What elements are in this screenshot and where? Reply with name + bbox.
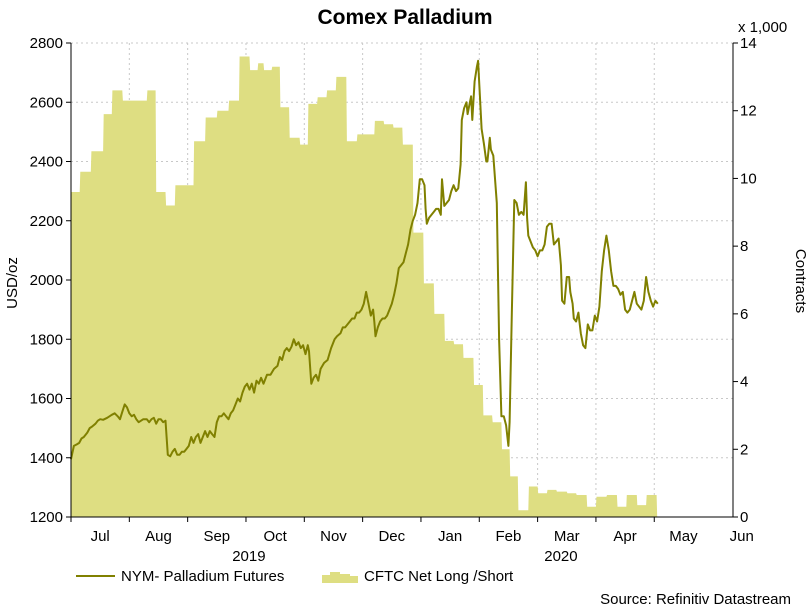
y2-tick-label: 2 — [740, 441, 748, 458]
legend: NYM- Palladium Futures CFTC Net Long /Sh… — [76, 568, 514, 585]
tick-labels: 1200 1400 1600 1800 2000 2200 2400 2600 2800 0 2 4 6… — [30, 35, 757, 565]
y-tick-label: 2400 — [30, 154, 63, 171]
y2-axis-label: Contracts — [792, 249, 809, 313]
x-month-label: Oct — [263, 528, 287, 545]
x-month-label: Dec — [378, 528, 405, 545]
x-month-label: Jun — [730, 528, 754, 545]
x-year-label: 2019 — [232, 548, 265, 565]
x-month-label: Mar — [554, 528, 580, 545]
axes — [66, 42, 738, 522]
x-month-label: Jul — [91, 528, 110, 545]
y2-multiplier: x 1,000 — [738, 19, 787, 36]
y2-tick-label: 10 — [740, 170, 757, 187]
y-tick-label: 2800 — [30, 35, 63, 52]
x-month-label: Apr — [613, 528, 636, 545]
line-series-group — [70, 59, 659, 460]
area-series-group — [71, 56, 658, 517]
y-tick-label: 1800 — [30, 331, 63, 348]
y-tick-label: 2000 — [30, 272, 63, 289]
x-month-label: Sep — [203, 528, 230, 545]
x-month-label: Nov — [320, 528, 347, 545]
chart-title: Comex Palladium — [317, 6, 492, 29]
x-month-label: Feb — [496, 528, 522, 545]
y-tick-label: 1600 — [30, 391, 63, 408]
legend-label-futures: NYM- Palladium Futures — [121, 568, 284, 585]
y-tick-label: 1200 — [30, 509, 63, 526]
y2-tick-label: 8 — [740, 238, 748, 255]
x-month-label: May — [669, 528, 698, 545]
y2-tick-label: 6 — [740, 306, 748, 323]
y2-tick-label: 12 — [740, 103, 757, 120]
y-tick-label: 2600 — [30, 94, 63, 111]
x-month-label: Aug — [145, 528, 172, 545]
source-note: Source: Refinitiv Datastream — [600, 591, 791, 608]
legend-area-swatch — [322, 572, 358, 583]
y2-tick-label: 0 — [740, 509, 748, 526]
x-month-label: Jan — [438, 528, 462, 545]
cftc-area-series — [71, 56, 658, 517]
palladium-futures-line — [70, 59, 659, 460]
y2-tick-label: 14 — [740, 35, 757, 52]
x-year-label: 2020 — [544, 548, 577, 565]
y2-tick-label: 4 — [740, 374, 748, 391]
y-tick-label: 1400 — [30, 450, 63, 467]
legend-label-cftc: CFTC Net Long /Short — [364, 568, 514, 585]
y-tick-label: 2200 — [30, 213, 63, 230]
y-axis-label: USD/oz — [4, 257, 21, 309]
